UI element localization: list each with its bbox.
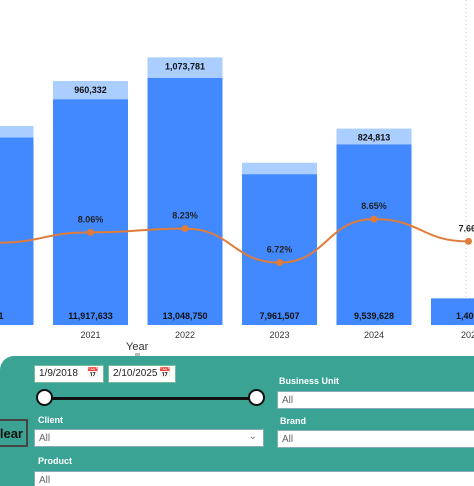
line-point-label: 8.65% [361,201,387,211]
bar-bottom-label: 7,961,507 [259,311,299,321]
date-slider-start-handle[interactable] [36,389,53,406]
line-point [370,215,378,223]
start-date-input[interactable]: 1/9/2018 📅 [34,365,104,383]
start-date-value: 1/9/2018 [39,368,78,379]
line-point-label: 8.23% [172,211,198,221]
bar-segment-top [336,128,412,145]
x-tick-label: 2024 [364,330,384,340]
line-series [0,218,469,264]
bar-segment-top [242,162,317,175]
brand-dropdown[interactable]: All [277,430,474,448]
line-point-label: 7.66 [459,223,474,233]
date-range-slider-track[interactable] [44,397,258,400]
bar-bottom-label: 9,539,628 [354,311,394,321]
bar-top-label: 824,813 [358,133,391,143]
bar-segment-main [431,298,474,325]
business-unit-label: Business Unit [279,376,340,386]
client-value: All [39,433,51,444]
x-tick-label: 2022 [175,330,195,340]
bar-bottom-label: 11,917,633 [68,311,113,321]
line-point [181,225,189,233]
client-dropdown[interactable]: All ⌄ [34,429,264,447]
bar-segment-main [53,99,128,325]
bar-bottom-label: 1,406, [456,311,474,321]
business-unit-value: All [282,395,294,406]
bar-segment-main [336,144,412,325]
x-tick-label: 2021 [80,330,100,340]
business-unit-dropdown[interactable]: All [277,391,474,409]
bar-segment-main [147,77,223,325]
bar-segment-top [53,80,128,100]
bar-bottom-label: 13,048,750 [162,311,207,321]
calendar-icon[interactable]: 📅 [158,368,171,379]
calendar-icon[interactable]: 📅 [86,368,99,379]
line-point [465,237,472,245]
chart-canvas: 0510960,33211,917,63320211,073,78113,048… [0,0,474,340]
x-axis-resize-marker [135,353,140,356]
filter-panel: 1/9/2018 📅 2/10/2025 📅 Business Unit All… [0,356,474,486]
line-point-label: 6.72% [267,245,293,255]
product-value: All [39,475,51,486]
line-point-label: 8.06% [78,214,104,224]
x-tick-label: 202 [461,330,474,340]
x-axis-title: Year [126,341,149,353]
bar-segment-main [242,174,317,325]
bar-segment-top [0,126,34,138]
line-point [87,228,94,236]
product-label: Product [38,456,73,466]
brand-value: All [282,434,294,445]
line-point [276,259,283,267]
end-date-input[interactable]: 2/10/2025 📅 [108,365,176,383]
bar-segment-top [147,57,223,78]
end-date-value: 2/10/2025 [113,368,158,379]
clear-filters-button[interactable]: lear [0,419,28,447]
bar-bottom-label: 051 [0,311,4,321]
chevron-down-icon[interactable]: ⌄ [248,431,257,442]
client-label: Client [38,415,64,425]
product-dropdown[interactable]: All [34,471,474,486]
bar-top-label: 960,332 [74,85,107,95]
combo-chart: 0510960,33211,917,63320211,073,78113,048… [0,0,474,356]
bar-segment-main [0,137,34,325]
date-slider-end-handle[interactable] [248,389,265,406]
x-tick-label: 2023 [269,330,289,340]
bar-top-label: 1,073,781 [165,61,205,71]
brand-label: Brand [280,416,307,426]
